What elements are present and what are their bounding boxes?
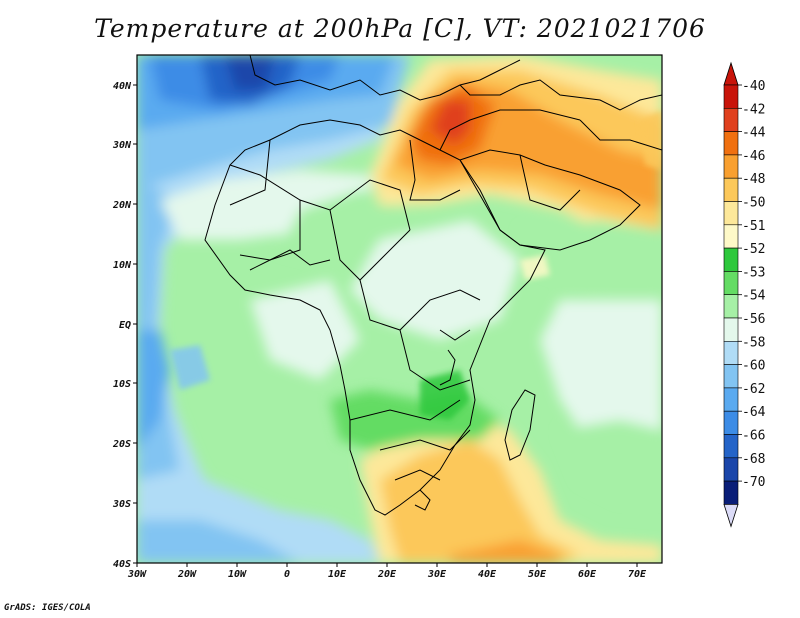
lat-label-10s: 10S xyxy=(113,379,131,390)
temperature-field xyxy=(137,55,662,563)
colorbar-swatch xyxy=(723,108,739,132)
lon-label-30e: 30E xyxy=(427,569,447,580)
colorbar-label: -66 xyxy=(742,429,765,444)
colorbar-label: -42 xyxy=(742,102,765,117)
colorbar-swatch xyxy=(723,154,739,179)
lon-label-10w: 10W xyxy=(228,569,247,580)
colorbar-label: -70 xyxy=(742,475,765,490)
colorbar-label: -54 xyxy=(742,289,766,304)
colorbar-swatch xyxy=(723,434,739,459)
country-borders xyxy=(204,55,662,516)
colorbar-label: -53 xyxy=(742,265,765,280)
colorbar-swatch xyxy=(723,340,739,365)
colorbar: -40 -42 -44 -46 -48 -50 -51 -52 -53 -54 -56 -58 -60 -… xyxy=(723,61,766,528)
colorbar-swatch xyxy=(723,410,739,435)
lat-label-40s: 40S xyxy=(113,559,131,570)
lon-label-40e: 40E xyxy=(478,569,497,580)
lon-label-10e: 10E xyxy=(328,569,347,580)
colorbar-label: -58 xyxy=(742,335,765,350)
colorbar-label: -50 xyxy=(742,196,765,211)
colorbar-label: -56 xyxy=(742,312,765,327)
colorbar-swatch xyxy=(723,457,739,482)
colorbar-swatch xyxy=(723,317,739,342)
colorbar-label: -44 xyxy=(742,126,766,141)
lon-label-30w: 30W xyxy=(127,569,147,580)
colorbar-swatch xyxy=(723,480,739,505)
lon-labels: 30W 20W 10W 0 10E 20E 30E 40E 50E 60E 70… xyxy=(127,569,647,580)
colorbar-swatch xyxy=(723,177,739,202)
colorbar-swatch xyxy=(723,364,739,389)
colorbar-label: -52 xyxy=(742,242,765,257)
lat-label-20s: 20S xyxy=(112,439,131,450)
colorbar-swatch xyxy=(723,201,739,226)
lat-labels: 40N 30N 20N 10N EQ 10S 20S 30S 40S xyxy=(112,81,132,570)
lat-label-40n: 40N xyxy=(113,81,132,92)
colorbar-label: -68 xyxy=(742,452,765,467)
lon-label-20w: 20W xyxy=(177,569,197,580)
map-title: Temperature at 200hPa [C], VT: 202102170… xyxy=(94,14,706,43)
lat-label-20n: 20N xyxy=(112,200,132,211)
lon-label-0: 0 xyxy=(284,569,290,580)
colorbar-bottom-arrow xyxy=(723,503,739,528)
colorbar-swatch xyxy=(723,224,739,249)
colorbar-label: -40 xyxy=(742,79,765,94)
lat-label-30n: 30N xyxy=(112,140,132,151)
lon-label-20e: 20E xyxy=(377,569,397,580)
colorbar-swatch xyxy=(723,387,739,412)
credit-label: GrADS: IGES/COLA xyxy=(4,603,91,613)
lon-label-60e: 60E xyxy=(578,569,597,580)
lat-label-10n: 10N xyxy=(113,260,132,271)
colorbar-swatch xyxy=(723,247,739,272)
colorbar-top-arrow xyxy=(723,61,739,86)
colorbar-label: -51 xyxy=(742,219,765,234)
colorbar-label: -62 xyxy=(742,382,765,397)
lat-label-eq: EQ xyxy=(119,320,131,331)
lon-label-50e: 50E xyxy=(528,569,547,580)
axis-ticks xyxy=(133,84,638,567)
colorbar-swatch xyxy=(723,84,739,109)
lat-label-30s: 30S xyxy=(112,499,131,510)
colorbar-label: -60 xyxy=(742,359,765,374)
colorbar-label: -64 xyxy=(742,405,766,420)
colorbar-swatch xyxy=(723,271,739,295)
colorbar-label: -46 xyxy=(742,149,765,164)
colorbar-label: -48 xyxy=(742,172,765,187)
map-frame xyxy=(136,54,663,564)
colorbar-swatch xyxy=(723,131,739,156)
lon-label-70e: 70E xyxy=(628,569,647,580)
colorbar-swatch xyxy=(723,294,739,319)
